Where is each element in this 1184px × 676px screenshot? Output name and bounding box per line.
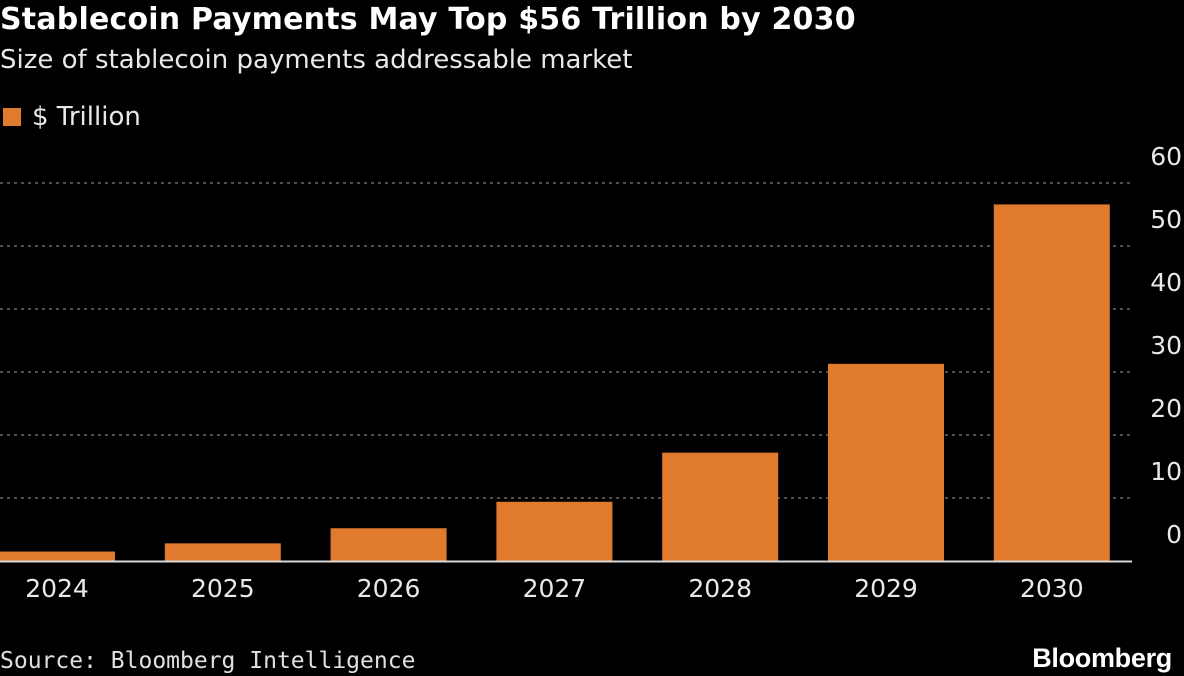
x-tick-label: 2029 [854, 574, 918, 603]
y-tick-label: 10 [1150, 457, 1182, 486]
y-tick-label: 50 [1150, 205, 1182, 234]
bar-2024 [0, 551, 115, 561]
bar-2027 [496, 501, 613, 561]
chart-subtitle: Size of stablecoin payments addressable … [0, 45, 633, 75]
legend: $ Trillion [3, 100, 141, 134]
legend-label: $ Trillion [32, 102, 141, 132]
y-tick-label: 20 [1150, 394, 1182, 423]
x-tick-label: 2027 [523, 574, 587, 603]
bar-2026 [330, 528, 447, 561]
x-tick-label: 2025 [191, 574, 255, 603]
y-tick-label: 30 [1150, 331, 1182, 360]
bar-2029 [828, 363, 944, 561]
source-note: Source: Bloomberg Intelligence [0, 648, 416, 674]
bar-2025 [164, 543, 281, 561]
y-tick-label: 0 [1166, 520, 1182, 549]
bar-2028 [662, 452, 779, 561]
x-tick-label: 2024 [25, 574, 89, 603]
bloomberg-logo: Bloomberg [1032, 643, 1172, 673]
legend-swatch [3, 108, 21, 126]
bar-2030 [993, 204, 1110, 562]
x-tick-label: 2028 [688, 574, 752, 603]
y-tick-label: 60 [1150, 142, 1182, 171]
y-tick-label: 40 [1150, 268, 1182, 297]
x-tick-label: 2026 [357, 574, 421, 603]
x-tick-label: 2030 [1020, 574, 1084, 603]
chart-title: Stablecoin Payments May Top $56 Trillion… [0, 2, 856, 37]
